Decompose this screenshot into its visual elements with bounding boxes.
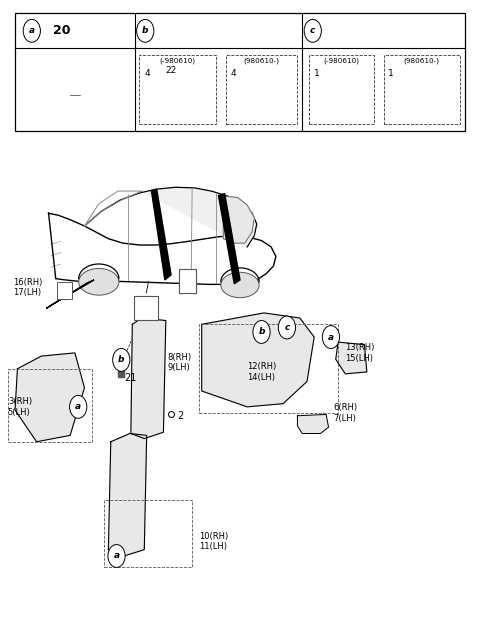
Text: 3(RH)
5(LH): 3(RH) 5(LH) xyxy=(8,397,32,417)
Polygon shape xyxy=(131,318,166,439)
Bar xyxy=(310,55,374,125)
Text: 2: 2 xyxy=(177,411,183,421)
Bar xyxy=(8,369,92,442)
Polygon shape xyxy=(108,434,147,556)
Circle shape xyxy=(137,20,154,42)
Polygon shape xyxy=(152,189,171,280)
Text: b: b xyxy=(258,328,265,336)
Text: a: a xyxy=(328,333,334,342)
Bar xyxy=(104,500,192,567)
Circle shape xyxy=(23,20,40,42)
Text: b: b xyxy=(118,356,124,364)
Text: 20: 20 xyxy=(53,24,71,38)
Text: 18: 18 xyxy=(181,278,194,288)
Polygon shape xyxy=(84,187,257,247)
Text: 6(RH)
7(LH): 6(RH) 7(LH) xyxy=(333,403,358,423)
Text: (-980610): (-980610) xyxy=(324,58,360,64)
Text: (980610-): (980610-) xyxy=(243,58,279,64)
Circle shape xyxy=(278,316,296,339)
Text: 8(RH)
9(LH): 8(RH) 9(LH) xyxy=(167,353,192,372)
Text: 1: 1 xyxy=(314,69,320,78)
Polygon shape xyxy=(223,196,254,243)
Bar xyxy=(57,282,72,299)
Circle shape xyxy=(70,396,87,418)
Text: c: c xyxy=(284,323,289,332)
Bar xyxy=(226,55,298,125)
Bar xyxy=(179,269,196,293)
Text: 13(RH)
15(LH): 13(RH) 15(LH) xyxy=(345,343,375,363)
Circle shape xyxy=(108,544,125,567)
Text: 12(RH)
14(LH): 12(RH) 14(LH) xyxy=(247,363,276,382)
Text: b: b xyxy=(142,26,148,36)
Text: 21: 21 xyxy=(124,373,136,383)
Text: c: c xyxy=(310,26,315,36)
Polygon shape xyxy=(298,415,328,434)
Polygon shape xyxy=(336,342,367,374)
Ellipse shape xyxy=(79,268,119,295)
Circle shape xyxy=(323,326,339,349)
Text: 22: 22 xyxy=(166,66,177,75)
Text: 1: 1 xyxy=(388,69,394,78)
Circle shape xyxy=(113,349,130,371)
Bar xyxy=(199,324,338,413)
Ellipse shape xyxy=(221,272,259,298)
Text: 4: 4 xyxy=(144,69,150,78)
Polygon shape xyxy=(46,280,94,308)
Bar xyxy=(15,13,465,131)
Text: 4: 4 xyxy=(230,69,236,78)
Polygon shape xyxy=(202,313,314,407)
Circle shape xyxy=(304,20,322,42)
Bar xyxy=(384,55,460,125)
Bar xyxy=(134,296,157,320)
Text: a: a xyxy=(75,403,81,411)
Text: (980610-): (980610-) xyxy=(404,58,440,64)
Text: a: a xyxy=(29,26,35,36)
Text: 10(RH)
11(LH): 10(RH) 11(LH) xyxy=(199,532,228,551)
Text: (-980610): (-980610) xyxy=(160,58,196,64)
Bar xyxy=(140,55,216,125)
Text: 19: 19 xyxy=(137,300,149,310)
Text: a: a xyxy=(113,551,120,560)
Circle shape xyxy=(253,321,270,343)
Text: 16(RH)
17(LH): 16(RH) 17(LH) xyxy=(12,278,42,297)
Polygon shape xyxy=(218,193,240,284)
Polygon shape xyxy=(48,213,276,284)
Polygon shape xyxy=(15,353,84,442)
